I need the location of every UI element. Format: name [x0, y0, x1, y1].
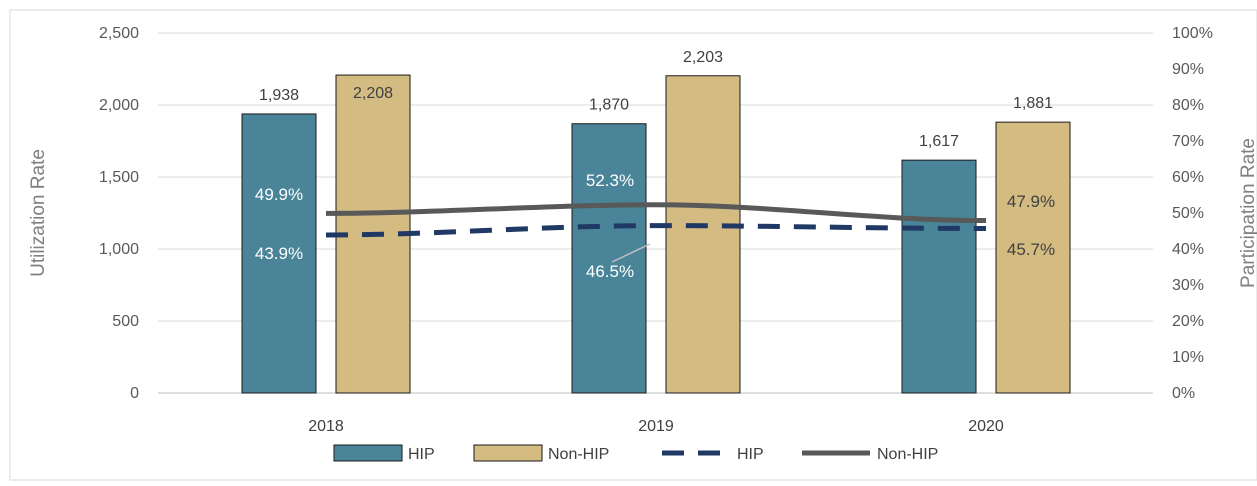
y-right-tick-label: 100%: [1172, 25, 1213, 42]
bar-data-label: 1,881: [1013, 95, 1053, 112]
y-right-tick-label: 90%: [1172, 61, 1204, 78]
bar-data-label: 2,203: [683, 49, 723, 66]
line-data-label: 49.9%: [255, 185, 303, 204]
y-right-tick-label: 20%: [1172, 313, 1204, 330]
bar-data-label: 1,617: [919, 133, 959, 150]
bar-non-hip: [665, 75, 741, 394]
y-right-axis-title: Participation Rate: [1238, 138, 1257, 288]
bar-data-label: 1,938: [259, 87, 299, 104]
y-left-tick-label: 1,500: [99, 169, 139, 186]
y-right-tick-label: 40%: [1172, 241, 1204, 258]
y-left-tick-label: 0: [130, 385, 139, 402]
y-right-tick-label: 10%: [1172, 349, 1204, 366]
line-data-label: 43.9%: [255, 244, 303, 263]
x-tick-label: 2020: [968, 418, 1004, 435]
line-non-hip: [325, 202, 987, 224]
y-left-axis-title: Utilization Rate: [28, 149, 49, 277]
bar-non-hip: [995, 121, 1071, 394]
legend-label: HIP: [408, 446, 435, 463]
gridlines: [158, 32, 1153, 394]
bar-data-label: 2,208: [353, 85, 393, 102]
bar-hip: [901, 159, 977, 394]
y-right-tick-label: 50%: [1172, 205, 1204, 222]
legend-swatch-bar: [473, 444, 543, 462]
line-data-label: 45.7%: [1007, 240, 1055, 259]
legend-label: HIP: [737, 446, 764, 463]
line-data-label: 52.3%: [586, 171, 634, 190]
line-hip: [325, 223, 987, 238]
line-series: [325, 202, 987, 238]
y-left-tick-label: 1,000: [99, 241, 139, 258]
legend-label: Non-HIP: [548, 446, 609, 463]
y-right-tick-label: 30%: [1172, 277, 1204, 294]
bar-data-label: 1,870: [589, 97, 629, 114]
legend-swatch-bar: [333, 444, 403, 462]
x-tick-label: 2019: [638, 418, 674, 435]
line-data-label: 46.5%: [586, 262, 634, 281]
x-tick-label: 2018: [308, 418, 344, 435]
bar-hip: [571, 123, 647, 394]
y-left-tick-label: 2,500: [99, 25, 139, 42]
data-labels: 1,938 1,870 1,617 2,208 2,203 1,881 49.9% 52.3%…: [255, 49, 1055, 281]
y-left-tick-label: 500: [112, 313, 139, 330]
y-right-tick-label: 0%: [1172, 385, 1195, 402]
y-right-tick-label: 80%: [1172, 97, 1204, 114]
y-right-tick-label: 60%: [1172, 169, 1204, 186]
legend: HIP Non-HIP HIP Non-HIP: [333, 444, 938, 463]
axes: 0 500 1,000 1,500 2,000 2,500 0% 10% 20% 30% 40% 50…: [28, 25, 1257, 435]
line-data-label: 47.9%: [1007, 192, 1055, 211]
label-leader-line: [611, 243, 651, 263]
y-left-tick-label: 2,000: [99, 97, 139, 114]
legend-label: Non-HIP: [877, 446, 938, 463]
bar-hip: [241, 113, 317, 394]
y-right-tick-label: 70%: [1172, 133, 1204, 150]
